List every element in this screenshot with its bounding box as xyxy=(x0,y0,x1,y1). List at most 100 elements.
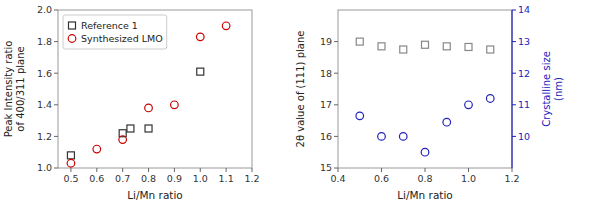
x-tick xyxy=(96,168,97,172)
y2-tick xyxy=(512,136,516,137)
y-tick xyxy=(334,104,338,105)
marks xyxy=(356,38,494,156)
point xyxy=(119,136,127,144)
point xyxy=(443,43,450,50)
y-tick-label: 18 xyxy=(320,68,332,79)
x-axis-label: Li/Mn ratio xyxy=(397,189,453,201)
point xyxy=(222,22,230,30)
legend-swatch xyxy=(68,35,76,43)
label-line: (nm) xyxy=(553,77,564,101)
y2-tick-label: 10 xyxy=(518,131,530,142)
y-tick-label: 1.4 xyxy=(37,99,52,110)
point xyxy=(197,68,204,75)
y2-axis-line xyxy=(511,10,512,168)
x-tick-label: 1.0 xyxy=(461,173,476,184)
point xyxy=(378,43,385,50)
x-tick-label: 1.2 xyxy=(504,173,519,184)
x-tick-label: 0.8 xyxy=(141,173,156,184)
x-tick-label: 0.6 xyxy=(89,173,104,184)
y-tick-label: 16 xyxy=(320,131,332,142)
y2-tick xyxy=(512,104,516,105)
point xyxy=(196,33,204,41)
x-tick xyxy=(425,168,426,172)
label-line: 2θ value of (111) plane xyxy=(295,31,306,148)
x-tick xyxy=(174,168,175,172)
marks xyxy=(67,22,230,167)
y-axis-label: Peak Intensity ratioof 400/311 plane xyxy=(3,41,26,138)
point xyxy=(400,46,407,53)
x-tick-label: 0.8 xyxy=(417,173,432,184)
point xyxy=(145,104,153,112)
figure: 0.5 0.6 0.7 0.8 0.9 1.0 1.1 1.2 1.0 1.2 1.4 1.6 1.8 2… xyxy=(0,0,593,215)
plot-frame xyxy=(58,10,252,168)
y2-tick xyxy=(512,73,516,74)
x-tick-label: 0.9 xyxy=(167,173,182,184)
y-tick xyxy=(334,73,338,74)
y2-tick xyxy=(512,41,516,42)
x-tick xyxy=(468,168,469,172)
point xyxy=(399,133,407,141)
point xyxy=(421,148,429,156)
x-tick-label: 1.0 xyxy=(193,173,208,184)
legend-label: Synthesized LMO xyxy=(81,33,163,44)
y-tick-label: 2.0 xyxy=(37,4,52,15)
y-tick xyxy=(54,104,58,105)
y-tick-label: 15 xyxy=(320,162,332,173)
point xyxy=(487,46,494,53)
x-tick xyxy=(200,168,201,172)
y-tick xyxy=(334,41,338,42)
panel: 0.50.60.70.80.91.01.11.21.01.21.41.61.82… xyxy=(3,4,260,201)
point xyxy=(486,95,494,103)
point xyxy=(93,145,101,153)
point xyxy=(378,133,386,141)
y2-axis-label: Crystalline size(nm) xyxy=(541,51,564,127)
point xyxy=(465,101,473,109)
label-line: Crystalline size xyxy=(541,51,552,127)
y-tick-label: 17 xyxy=(320,99,332,110)
label-line: of 400/311 plane xyxy=(15,46,26,131)
y-tick xyxy=(334,136,338,137)
x-tick-label: 0.6 xyxy=(374,173,389,184)
y-tick xyxy=(54,168,58,169)
y2-tick-label: 14 xyxy=(518,4,530,15)
legend-label: Reference 1 xyxy=(81,20,138,31)
y-tick-label: 19 xyxy=(320,36,332,47)
x-tick-label: 1.1 xyxy=(219,173,234,184)
point xyxy=(127,125,134,132)
x-tick xyxy=(252,168,253,172)
legend: Reference 1 Synthesized LMO xyxy=(63,15,167,49)
point xyxy=(422,41,429,48)
y2-tick-label: 11 xyxy=(518,99,530,110)
x-tick-label: 0.4 xyxy=(330,173,345,184)
x-tick xyxy=(148,168,149,172)
point xyxy=(356,38,363,45)
x-tick xyxy=(122,168,123,172)
y-axis-label: 2θ value of (111) plane xyxy=(295,31,306,148)
y2-tick xyxy=(512,10,516,11)
y-tick-label: 1.0 xyxy=(37,162,52,173)
x-tick xyxy=(381,168,382,172)
plot-frame xyxy=(338,10,512,168)
label-line: Peak Intensity ratio xyxy=(3,41,14,138)
y-tick-label: 1.8 xyxy=(37,36,52,47)
point xyxy=(171,101,179,109)
y2-tick-label: 12 xyxy=(518,68,530,79)
x-axis-label: Li/Mn ratio xyxy=(127,189,183,201)
x-tick xyxy=(512,168,513,172)
x-tick xyxy=(338,168,339,172)
y-tick-label: 1.6 xyxy=(37,68,52,79)
legend-swatch xyxy=(69,22,76,29)
point xyxy=(356,112,364,120)
y-tick xyxy=(334,168,338,169)
point xyxy=(443,118,451,126)
x-tick-label: 0.7 xyxy=(115,173,130,184)
y-tick xyxy=(54,73,58,74)
point xyxy=(465,43,472,50)
y-tick xyxy=(54,41,58,42)
y2-tick-label: 13 xyxy=(518,36,530,47)
y-tick xyxy=(54,136,58,137)
y-tick xyxy=(54,10,58,11)
panel: 0.4 0.6 0.8 1.0 1.2 15 16 17 18 19 10 11 12 13 14 Li/Mn… xyxy=(295,4,564,201)
y-tick-label: 1.2 xyxy=(37,131,52,142)
x-tick-label: 0.5 xyxy=(63,173,78,184)
